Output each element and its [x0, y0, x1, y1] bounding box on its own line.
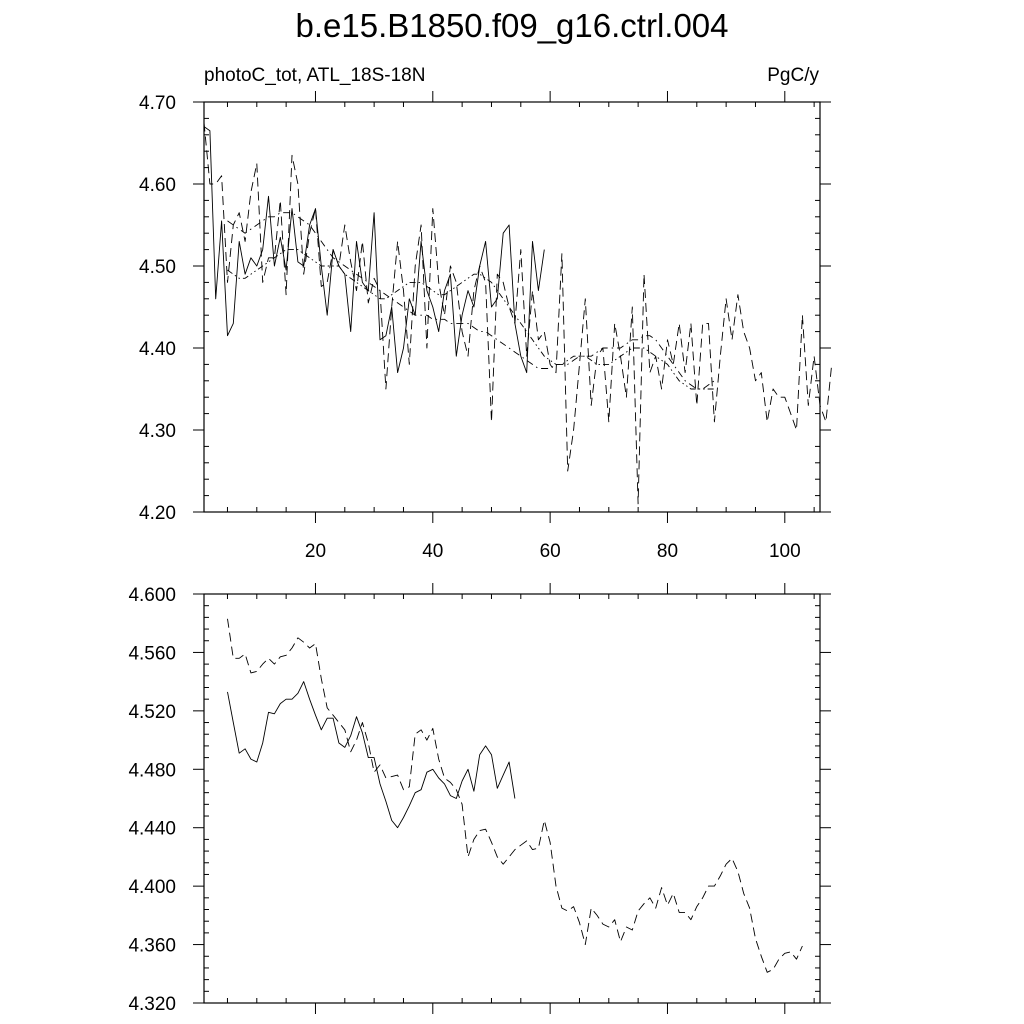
y-tick-label: 4.400	[128, 877, 176, 898]
bottom-panel: 4.320 4.360 4.400 4.440 4.480 4.520 4.560 4.600	[128, 583, 831, 1015]
top-series-dashed-line	[203, 122, 833, 505]
figure-title: b.e15.B1850.f09_g16.ctrl.004	[295, 7, 729, 44]
bottom-series-solid-line	[227, 681, 516, 829]
top-series-dash-dot-dot-line	[227, 249, 715, 390]
top-plot-frame	[203, 101, 821, 513]
y-tick-label: 4.520	[128, 702, 176, 723]
y-tick-label: 4.40	[139, 339, 176, 360]
y-tick-label: 4.30	[139, 421, 176, 442]
x-tick-label: 80	[657, 541, 678, 562]
y-tick-label: 4.20	[139, 503, 176, 524]
top-series-dash-dot-line	[227, 212, 715, 390]
bottom-series-dashed-line	[227, 618, 803, 973]
panel-left-label: photoC_tot, ATL_18S-18N	[204, 65, 426, 86]
top-series-solid-line	[203, 126, 545, 374]
y-tick-label: 4.70	[139, 93, 176, 114]
y-tick-label: 4.360	[128, 936, 176, 957]
y-tick-label: 4.320	[128, 994, 176, 1015]
x-tick-label: 60	[540, 541, 561, 562]
top-panel: 20 40 60 80 100 4.20 4.30 4.40 4.50 4.60 4.70	[139, 91, 833, 562]
y-tick-label: 4.60	[139, 175, 176, 196]
y-tick-label: 4.50	[139, 257, 176, 278]
x-tick-label: 20	[305, 541, 326, 562]
y-tick-label: 4.560	[128, 643, 176, 664]
x-tick-label: 40	[422, 541, 443, 562]
y-tick-label: 4.480	[128, 760, 176, 781]
units-label: PgC/y	[767, 65, 819, 86]
x-tick-label: 100	[769, 541, 801, 562]
y-tick-label: 4.600	[128, 585, 176, 606]
bottom-plot-frame	[203, 593, 821, 1004]
y-tick-label: 4.440	[128, 819, 176, 840]
